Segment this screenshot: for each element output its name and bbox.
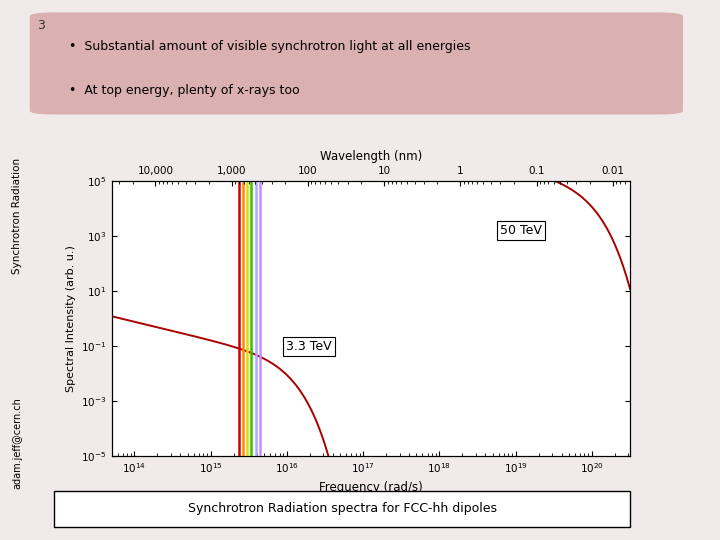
Text: Synchrotron Radiation spectra for FCC-hh dipoles: Synchrotron Radiation spectra for FCC-hh… [187,502,497,516]
Text: adam.jeff@cern.ch: adam.jeff@cern.ch [12,397,22,489]
X-axis label: Wavelength (nm): Wavelength (nm) [320,151,422,164]
FancyBboxPatch shape [30,12,683,114]
X-axis label: Frequency (rad/s): Frequency (rad/s) [319,481,423,494]
Text: 50 TeV: 50 TeV [500,224,542,237]
Text: Synchrotron Radiation: Synchrotron Radiation [12,158,22,274]
Text: •  Substantial amount of visible synchrotron light at all energies: • Substantial amount of visible synchrot… [69,40,471,53]
Y-axis label: Spectral Intensity (arb. u.): Spectral Intensity (arb. u.) [66,245,76,392]
Text: •  At top energy, plenty of x-rays too: • At top energy, plenty of x-rays too [69,84,300,97]
Text: 3.3 TeV: 3.3 TeV [286,340,331,353]
FancyBboxPatch shape [54,491,630,526]
Text: 3: 3 [37,19,45,32]
